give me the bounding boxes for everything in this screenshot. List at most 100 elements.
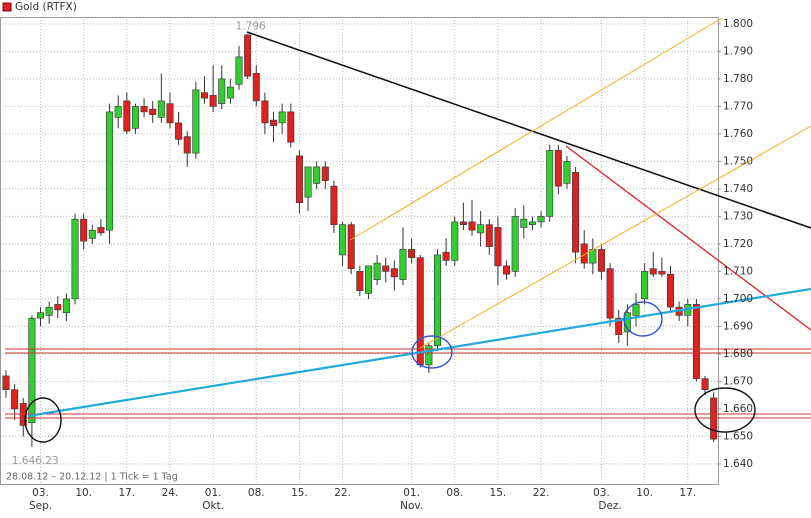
x-tick-label: 22. — [533, 487, 550, 499]
y-tick-label: 1.710 — [723, 265, 753, 277]
x-month-label: Sep. — [29, 500, 52, 512]
y-tick-label: 1.700 — [723, 293, 753, 305]
candle-body — [131, 106, 139, 129]
y-tick-label: 1.640 — [723, 458, 753, 470]
x-tick-label: 01. — [403, 487, 420, 499]
x-tick-label: 03. — [32, 487, 49, 499]
x-tick-label: 08. — [446, 487, 463, 499]
x-tick-label: 03. — [593, 487, 610, 499]
candle-body — [356, 271, 364, 291]
candle-body — [192, 89, 200, 154]
candle-body — [546, 150, 554, 217]
candle-body — [304, 166, 312, 198]
candle-body — [477, 224, 485, 234]
candle-body — [667, 273, 675, 308]
candle-body — [261, 100, 269, 124]
candle-body — [364, 265, 372, 294]
candle-body — [97, 227, 105, 234]
y-tick-label: 1.670 — [723, 375, 753, 387]
candle-body — [313, 166, 321, 184]
x-tick-label: 10. — [75, 487, 92, 499]
candle-body — [408, 249, 416, 258]
circle-mark — [24, 397, 62, 443]
candle-body — [572, 172, 580, 253]
candle-body — [433, 254, 441, 346]
candle-body — [114, 106, 122, 118]
candle-body — [166, 103, 174, 124]
y-tick-label: 1.660 — [723, 403, 753, 415]
candle-body — [80, 218, 88, 242]
y-tick-label: 1.720 — [723, 238, 753, 250]
candle-body — [563, 161, 571, 184]
x-tick-label: 15. — [291, 487, 308, 499]
candle-body — [140, 106, 148, 113]
trend-line — [27, 287, 811, 418]
candle-body — [252, 73, 260, 102]
candle-body — [157, 100, 165, 118]
x-tick-label: 24. — [162, 487, 179, 499]
candle-body — [321, 166, 329, 181]
candle-body — [511, 216, 519, 272]
candle-body — [451, 221, 459, 261]
circle-mark — [694, 387, 756, 433]
x-month-label: Okt. — [202, 500, 224, 512]
candle-body — [649, 268, 657, 275]
y-tick-label: 1.740 — [723, 183, 753, 195]
candle-body — [28, 317, 36, 423]
candle-body — [37, 312, 45, 319]
y-tick-label: 1.690 — [723, 320, 753, 332]
drawings — [5, 17, 811, 443]
y-tick-label: 1.730 — [723, 210, 753, 222]
candle-body — [537, 216, 545, 223]
candle-body — [692, 304, 700, 379]
x-tick-label: 15. — [490, 487, 507, 499]
candle-body — [2, 375, 10, 390]
legend-label: Gold (RTFX) — [15, 1, 77, 13]
candle-body — [235, 56, 243, 85]
candle-body — [183, 136, 191, 154]
candle-body — [54, 304, 62, 311]
x-month-label: Dez. — [598, 500, 621, 512]
footer: 28.08.12 – 20.12.12 | 1 Tick = 1 Tag — [6, 472, 178, 483]
candle-body — [597, 249, 605, 272]
y-tick-label: 1.750 — [723, 155, 753, 167]
candle-body — [347, 224, 355, 269]
x-month-label: Nov. — [400, 500, 423, 512]
candle-body — [226, 86, 234, 99]
candle-body — [390, 268, 398, 278]
candle-body — [701, 378, 709, 390]
candle-body — [11, 389, 19, 410]
annotation: 1.646.23 — [12, 455, 59, 467]
circle-mark — [623, 301, 663, 337]
candle-body — [149, 108, 157, 115]
channel-line — [419, 125, 811, 349]
candle-body — [287, 111, 295, 143]
candle-body — [528, 221, 536, 225]
x-tick-label: 17. — [118, 487, 135, 499]
candle-body — [88, 229, 96, 239]
candle-body — [382, 265, 390, 272]
candle-body — [615, 317, 623, 335]
candle-body — [503, 265, 511, 275]
candle-body — [373, 262, 381, 280]
candle-body — [209, 95, 217, 107]
candle-body — [468, 221, 476, 231]
candle-body — [425, 345, 433, 366]
candle-body — [710, 397, 718, 440]
x-tick-label: 22. — [334, 487, 351, 499]
candle-body — [459, 221, 467, 225]
y-tick-label: 1.650 — [723, 430, 753, 442]
candle-body — [106, 111, 114, 231]
candle-body — [554, 150, 562, 187]
y-tick-label: 1.780 — [723, 73, 753, 85]
candle-body — [494, 227, 502, 267]
candle-body — [520, 218, 528, 228]
candle-body — [442, 251, 450, 261]
candle-body — [485, 224, 493, 247]
trend-line — [565, 145, 811, 331]
candle-body — [71, 218, 79, 300]
candle-body — [632, 304, 640, 316]
candle-body — [62, 298, 70, 313]
candle-body — [200, 92, 208, 99]
